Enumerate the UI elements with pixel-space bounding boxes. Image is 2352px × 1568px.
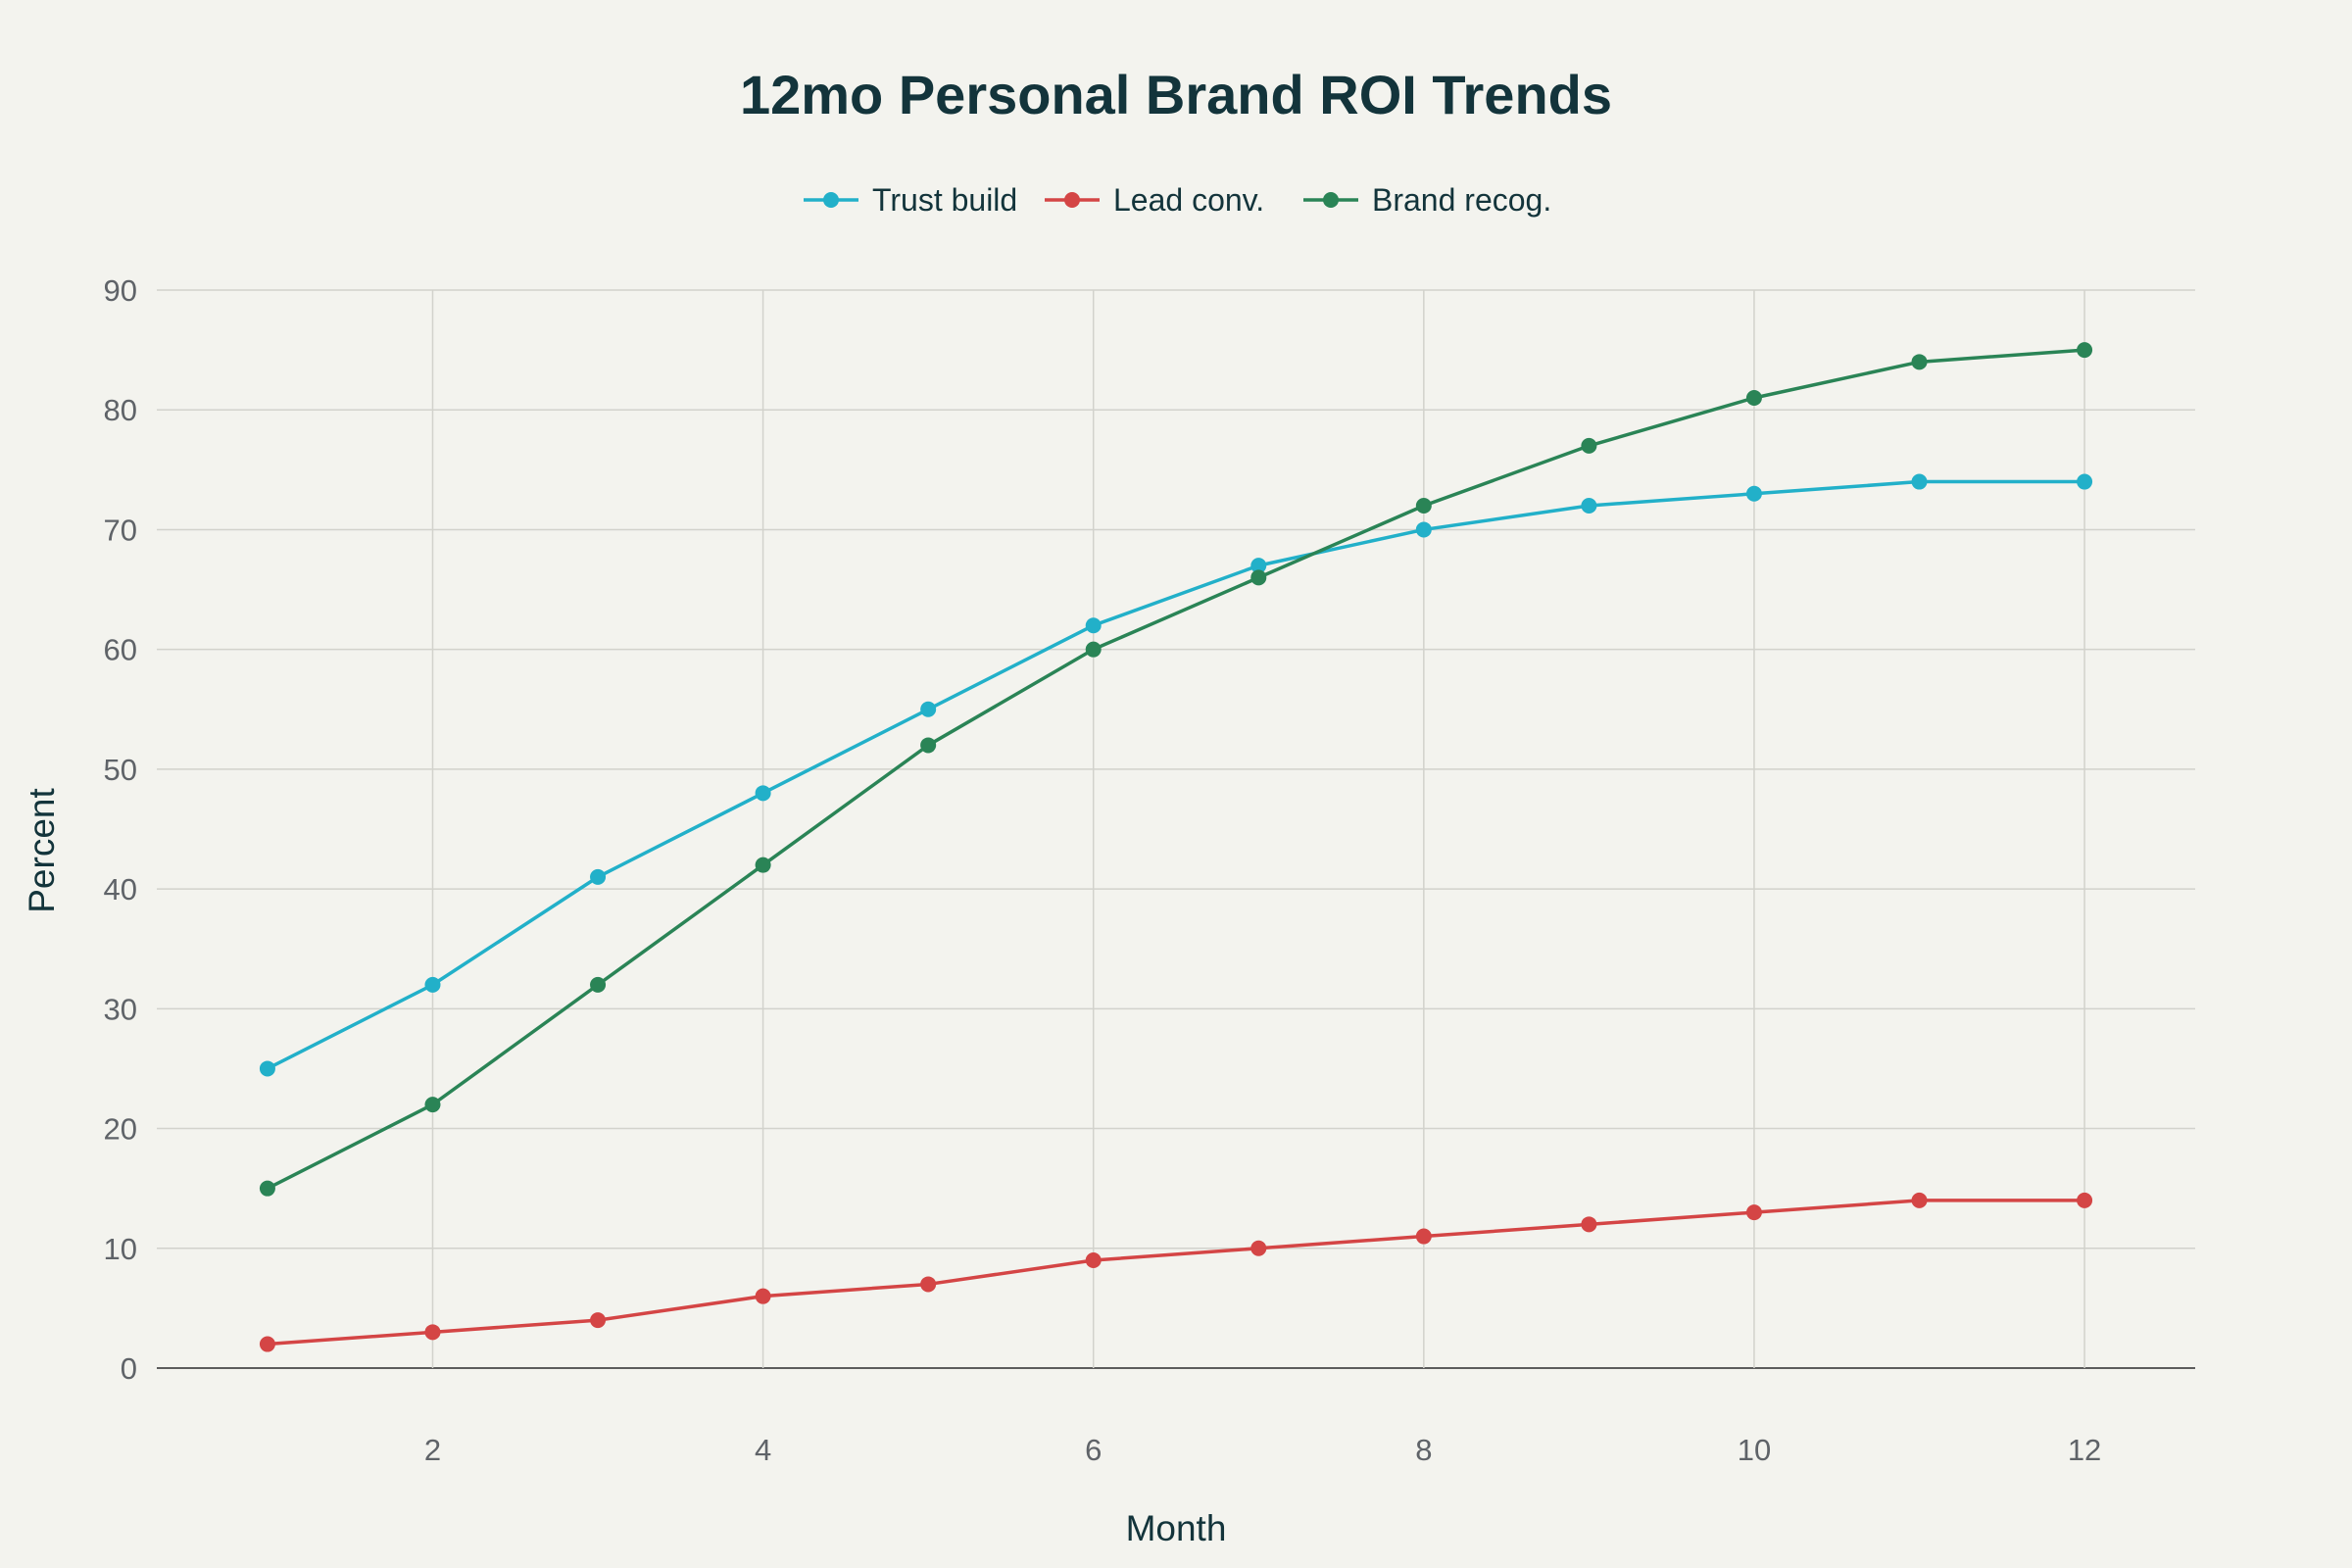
data-point [259, 1336, 275, 1352]
y-tick-label: 50 [104, 753, 137, 787]
y-tick-label: 30 [104, 992, 137, 1026]
legend-marker [1064, 192, 1080, 208]
legend-item: Trust build [804, 182, 1017, 218]
data-point [1911, 1192, 1928, 1208]
data-point [1085, 641, 1102, 658]
data-point [755, 1288, 771, 1304]
data-point [424, 1324, 441, 1341]
series-2 [259, 342, 2093, 1197]
chart-title: 12mo Personal Brand ROI Trends [740, 64, 1612, 125]
data-point [259, 1060, 275, 1077]
data-point [1911, 473, 1928, 490]
legend-item: Brand recog. [1303, 182, 1551, 218]
data-point [2077, 473, 2093, 490]
data-point [2077, 342, 2093, 359]
series-1 [259, 1192, 2093, 1352]
legend-item: Lead conv. [1045, 182, 1264, 218]
data-point [259, 1180, 275, 1197]
x-axis-ticks: 2 4 6 8 10 12 [424, 1433, 2101, 1467]
data-point [590, 868, 607, 885]
y-tick-label: 0 [121, 1351, 137, 1386]
y-tick-label: 40 [104, 872, 137, 906]
data-point [590, 1312, 607, 1329]
series-line [267, 1199, 2085, 1347]
data-point [2077, 1192, 2093, 1208]
x-tick-label: 8 [1415, 1433, 1432, 1467]
legend-label: Trust build [872, 182, 1017, 218]
data-point [590, 976, 607, 993]
y-tick-label: 20 [104, 1112, 137, 1147]
x-tick-label: 4 [755, 1433, 771, 1467]
data-point [920, 737, 937, 754]
data-point [1415, 498, 1432, 514]
data-point [1581, 437, 1597, 454]
legend-label: Lead conv. [1113, 182, 1264, 218]
data-point [1745, 390, 1762, 406]
gridlines [157, 289, 2195, 1369]
legend-marker [1323, 192, 1339, 208]
y-tick-label: 90 [104, 273, 137, 308]
y-axis-title: Percent [22, 788, 62, 913]
y-axis-ticks: 0 10 20 30 40 50 60 70 80 90 [104, 273, 137, 1386]
legend: Trust build Lead conv. Brand recog. [804, 182, 1551, 218]
data-point [1415, 1228, 1432, 1245]
data-point [920, 1276, 937, 1293]
data-point [755, 857, 771, 873]
data-point [1250, 558, 1267, 574]
data-point [1745, 1204, 1762, 1221]
series-0 [259, 473, 2093, 1077]
y-tick-label: 80 [104, 393, 137, 427]
data-point [1745, 485, 1762, 502]
data-point [920, 701, 937, 717]
data-point [1250, 569, 1267, 586]
series-lines [259, 342, 2093, 1352]
x-axis-title: Month [1126, 1508, 1227, 1548]
y-tick-label: 70 [104, 513, 137, 547]
y-tick-label: 10 [104, 1232, 137, 1266]
data-point [755, 785, 771, 802]
data-point [1581, 1216, 1597, 1233]
x-tick-label: 6 [1085, 1433, 1102, 1467]
data-point [1085, 617, 1102, 634]
x-tick-label: 10 [1738, 1433, 1771, 1467]
y-tick-label: 60 [104, 633, 137, 667]
series-line [267, 348, 2085, 1191]
data-point [1250, 1240, 1267, 1256]
data-point [424, 1097, 441, 1113]
data-point [1581, 498, 1597, 514]
data-point [1085, 1252, 1102, 1268]
data-point [1415, 521, 1432, 538]
legend-marker [823, 192, 839, 208]
x-tick-label: 2 [424, 1433, 441, 1467]
data-point [424, 976, 441, 993]
series-line [267, 479, 2085, 1071]
data-point [1911, 354, 1928, 370]
x-tick-label: 12 [2068, 1433, 2101, 1467]
legend-label: Brand recog. [1372, 182, 1551, 218]
